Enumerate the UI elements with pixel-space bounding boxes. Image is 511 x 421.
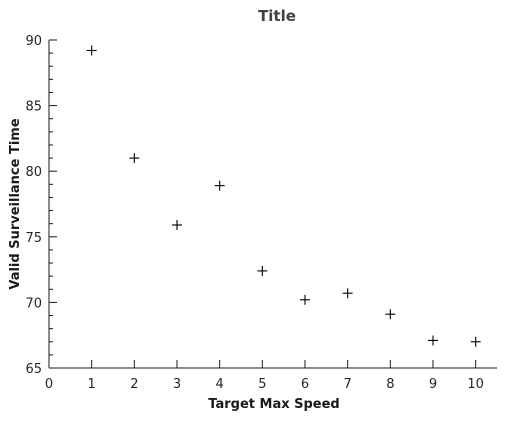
x-tick-label: 0	[45, 377, 53, 392]
y-axis-label: Valid Surveillance Time	[8, 118, 23, 290]
x-tick-label: 1	[88, 377, 96, 392]
y-ticks: 65 70 75 80 85 90	[25, 34, 57, 377]
x-tick-label: 2	[130, 377, 138, 392]
data-point	[214, 180, 225, 191]
x-ticks: 0 1 2 3 4 5 6 7 8 9 10	[45, 360, 484, 392]
x-tick-label: 10	[467, 377, 484, 392]
x-axis-label: Target Max Speed	[208, 397, 339, 412]
data-point	[257, 265, 268, 276]
x-tick-label: 9	[429, 377, 437, 392]
chart-title: Title	[258, 7, 296, 25]
data-points	[86, 45, 481, 347]
data-point	[129, 153, 140, 164]
data-point	[385, 309, 396, 320]
data-point	[470, 336, 481, 347]
y-tick-label: 85	[25, 100, 42, 115]
axes	[48, 40, 497, 369]
y-tick-label: 65	[25, 362, 42, 377]
data-point	[428, 335, 438, 346]
y-tick-label: 75	[25, 231, 42, 246]
y-tick-label: 80	[25, 165, 42, 180]
data-point	[172, 219, 182, 230]
x-tick-label: 3	[173, 377, 181, 392]
data-point	[300, 294, 310, 305]
y-tick-label: 90	[25, 34, 42, 49]
x-tick-label: 6	[301, 377, 309, 392]
x-tick-label: 5	[258, 377, 266, 392]
x-tick-label: 7	[344, 377, 352, 392]
data-point	[342, 288, 353, 299]
y-tick-label: 70	[25, 296, 42, 311]
data-point	[86, 45, 97, 56]
x-tick-label: 4	[216, 377, 224, 392]
x-tick-label: 8	[386, 377, 394, 392]
